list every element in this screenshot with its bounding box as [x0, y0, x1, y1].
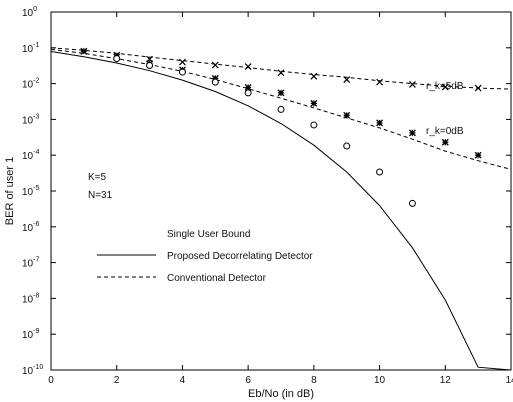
- y-tick-base: 10: [22, 80, 34, 91]
- y-tick-base: 10: [22, 223, 34, 234]
- y-tick-label: 10-8: [22, 292, 39, 305]
- y-tick-exponent: -2: [33, 78, 39, 85]
- marker-x: [343, 76, 351, 83]
- marker-x: [211, 61, 219, 69]
- marker-x: [244, 63, 252, 70]
- param-k: K=5: [88, 172, 107, 183]
- y-tick-exponent: -7: [33, 257, 39, 264]
- y-tick-label: 10-1: [22, 42, 39, 55]
- x-tick-label: 14: [505, 375, 513, 386]
- x-tick-label: 8: [311, 375, 317, 386]
- x-tick-label: 0: [48, 375, 54, 386]
- marker-circle: [113, 55, 121, 63]
- y-tick-label: 10-3: [22, 113, 39, 126]
- marker-circle: [277, 105, 285, 113]
- legend-label-conventional: Conventional Detector: [167, 273, 267, 284]
- y-tick-label: 10-7: [22, 257, 39, 270]
- y-tick-base: 10: [22, 294, 34, 305]
- marker-circle: [146, 62, 154, 70]
- y-tick-label: 10-2: [22, 78, 39, 91]
- y-tick-base: 10: [22, 187, 34, 198]
- y-tick-base: 10: [22, 366, 34, 377]
- y-tick-label: 10-4: [22, 149, 39, 162]
- y-tick-exponent: -4: [33, 149, 39, 156]
- y-tick-label: 100: [22, 6, 37, 19]
- y-tick-label: 10-9: [22, 328, 39, 341]
- marker-x: [474, 84, 482, 92]
- marker-star: [211, 74, 219, 82]
- marker-circle: [211, 78, 219, 86]
- y-tick-label: 10-5: [22, 185, 39, 198]
- marker-star: [441, 138, 449, 146]
- y-tick-exponent: -8: [33, 292, 39, 299]
- annotation-rk-0db: r_k=0dB: [426, 126, 464, 137]
- y-tick-label: 10-10: [22, 364, 43, 377]
- marker-x: [376, 78, 383, 86]
- marker-star: [376, 119, 384, 127]
- y-tick-exponent: -9: [33, 328, 39, 335]
- y-tick-exponent: 0: [33, 6, 37, 13]
- marker-circle: [408, 199, 416, 207]
- y-tick-base: 10: [22, 8, 34, 19]
- marker-star: [80, 47, 88, 55]
- y-tick-base: 10: [22, 115, 34, 126]
- marker-star: [474, 151, 482, 159]
- x-axis-label: Eb/No (in dB): [248, 388, 314, 400]
- marker-circle: [376, 168, 384, 176]
- marker-x: [441, 83, 449, 91]
- marker-star: [408, 129, 416, 137]
- series-line-0: [50, 51, 512, 371]
- marker-circle: [310, 121, 318, 129]
- y-tick-exponent: -3: [33, 113, 39, 120]
- legend-label-proposed: Proposed Decorrelating Detector: [167, 251, 313, 262]
- x-tick-label: 10: [374, 375, 386, 386]
- y-tick-base: 10: [22, 259, 34, 270]
- marker-circle: [244, 89, 252, 97]
- marker-star: [310, 99, 318, 107]
- plot-frame: [50, 11, 512, 371]
- marker-x: [409, 80, 416, 88]
- y-tick-exponent: -1: [33, 42, 39, 49]
- x-tick-label: 4: [180, 375, 186, 386]
- x-tick-label: 2: [114, 375, 120, 386]
- param-n: N=31: [88, 190, 113, 201]
- marker-circle: [343, 142, 351, 150]
- marker-x: [310, 72, 318, 80]
- marker-circle: [178, 68, 186, 76]
- series-line-1: [50, 47, 512, 90]
- legend: Single User Bound Proposed Decorrelating…: [97, 229, 313, 284]
- y-tick-base: 10: [22, 330, 34, 341]
- y-tick-exponent: -10: [33, 364, 43, 371]
- marker-x: [179, 58, 186, 66]
- x-tick-label: 6: [245, 375, 251, 386]
- y-axis-label: BER of user 1: [4, 157, 16, 225]
- annotation-rk-5db: r_k=5dB: [426, 81, 464, 92]
- markers-layer: [80, 47, 482, 207]
- y-tick-exponent: -5: [33, 185, 39, 192]
- marker-star: [343, 111, 351, 119]
- series-line-2: [50, 48, 512, 170]
- marker-star: [277, 89, 285, 97]
- series-layer: [50, 47, 512, 371]
- y-tick-label: 10-6: [22, 221, 39, 234]
- marker-x: [277, 69, 285, 77]
- x-tick-label: 12: [440, 375, 452, 386]
- y-tick-base: 10: [22, 44, 34, 55]
- axis-ticks: 0246810121410010-110-210-310-410-510-610…: [22, 6, 513, 386]
- marker-star: [244, 84, 252, 91]
- y-tick-base: 10: [22, 151, 34, 162]
- legend-label-single-user-bound: Single User Bound: [167, 229, 250, 240]
- y-tick-exponent: -6: [33, 221, 39, 228]
